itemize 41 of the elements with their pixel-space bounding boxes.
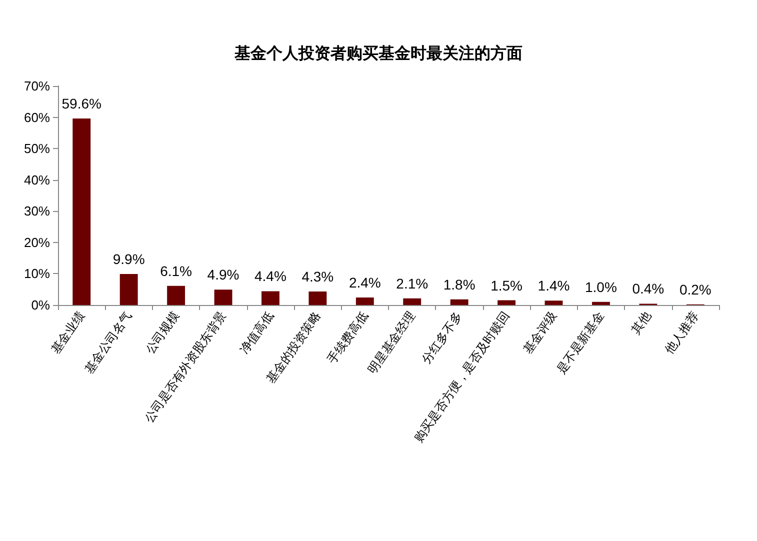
x-tick-label: 净值高低: [237, 308, 276, 356]
y-tick-label: 70%: [24, 78, 50, 94]
chart-title: 基金个人投资者购买基金时最关注的方面: [234, 44, 522, 62]
x-tick-label: 公司规模: [142, 308, 182, 356]
bar: [403, 298, 422, 305]
x-tick-label: 其他: [628, 308, 654, 337]
bar: [308, 292, 327, 305]
data-label: 1.5%: [490, 277, 522, 294]
bar: [356, 297, 374, 305]
data-label: 6.1%: [160, 262, 192, 279]
data-label: 4.3%: [302, 268, 334, 285]
x-tick-label: 基金评级: [520, 308, 560, 356]
data-label: 59.6%: [62, 96, 102, 112]
data-label: 2.4%: [348, 274, 381, 290]
y-tick-label: 0%: [31, 298, 50, 312]
y-tick-label: 60%: [24, 110, 50, 125]
bar: [450, 299, 468, 305]
bar: [498, 300, 516, 305]
data-label: 1.4%: [538, 278, 570, 294]
y-tick-label: 50%: [24, 141, 50, 156]
data-label: 1.8%: [443, 276, 476, 292]
y-tick-label: 10%: [24, 266, 50, 282]
data-label: 0.2%: [679, 281, 712, 298]
bar: [167, 286, 186, 305]
y-tick-label: 30%: [24, 204, 50, 219]
y-tick-label: 20%: [24, 234, 50, 250]
data-label: 4.4%: [254, 268, 286, 284]
bar: [120, 274, 138, 305]
data-label: 1.0%: [585, 278, 617, 295]
bar: [544, 300, 563, 305]
bar: [72, 118, 91, 305]
bar: [592, 302, 610, 305]
data-label: 4.9%: [207, 266, 240, 283]
x-tick-label: 基金业绩: [48, 308, 88, 356]
data-label: 0.4%: [632, 280, 664, 297]
bar: [261, 291, 280, 305]
y-tick-label: 40%: [24, 172, 50, 188]
bar: [214, 290, 232, 305]
x-tick-label: 他人推荐: [662, 308, 702, 356]
data-label: 2.1%: [396, 275, 428, 292]
data-label: 9.9%: [112, 251, 145, 268]
